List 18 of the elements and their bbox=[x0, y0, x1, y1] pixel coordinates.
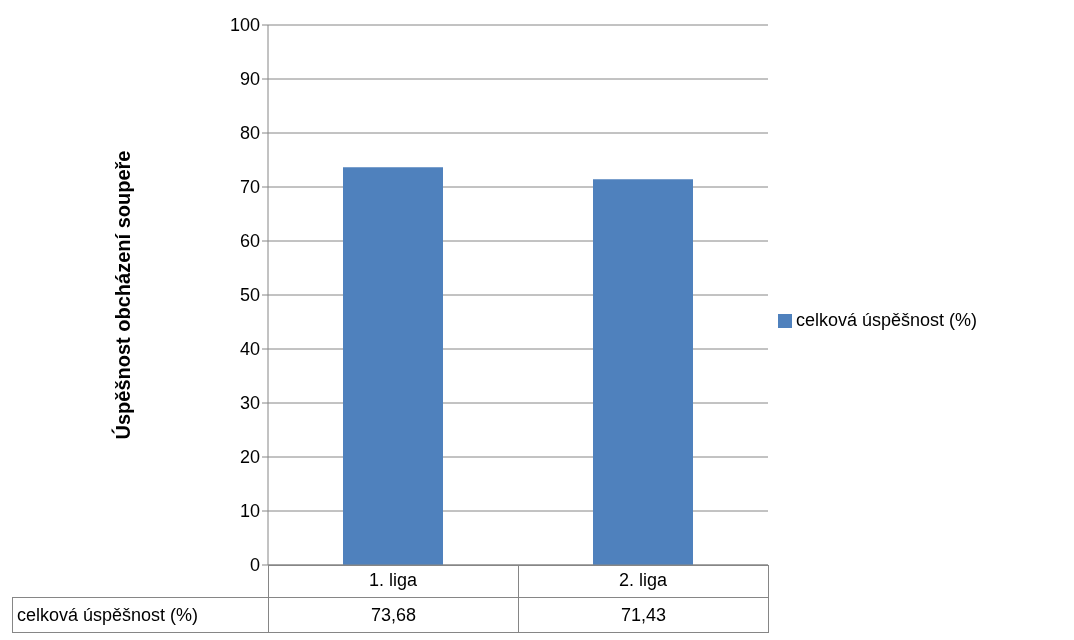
y-axis-title: Úspěšnost obcházení soupeře bbox=[111, 150, 135, 440]
legend-label: celková úspěšnost (%) bbox=[796, 309, 978, 330]
y-tick-label: 10 bbox=[239, 501, 260, 522]
text: celková úspěšnost (%) bbox=[17, 604, 199, 625]
y-tick-label: 90 bbox=[239, 69, 260, 90]
y-tick-label: 100 bbox=[229, 15, 260, 36]
y-tick-label: 40 bbox=[239, 339, 260, 360]
y-tick-label: 70 bbox=[239, 177, 260, 198]
data-label: 73,68 bbox=[268, 597, 519, 633]
x-tick-label: 2. liga bbox=[618, 569, 668, 590]
y-tick-label: 0 bbox=[249, 555, 260, 576]
y-tick-label: 30 bbox=[239, 393, 260, 414]
x-tick-label: 1. liga bbox=[368, 569, 418, 590]
data-label: 71,43 bbox=[518, 597, 769, 633]
y-tick-label: 50 bbox=[239, 285, 260, 306]
y-tick-label: 60 bbox=[239, 231, 260, 252]
y-tick-label: 80 bbox=[239, 123, 260, 144]
y-tick-label: 20 bbox=[239, 447, 260, 468]
